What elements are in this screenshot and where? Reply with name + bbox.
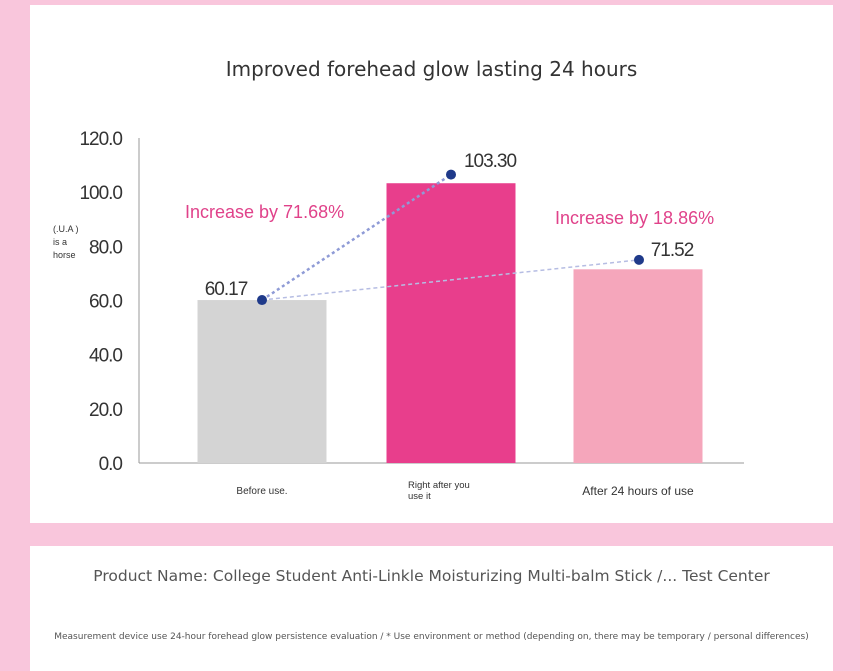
data-label: 60.17 <box>205 279 248 300</box>
y-tick-label: 20.0 <box>89 400 122 421</box>
data-point-1 <box>257 295 267 306</box>
y-tick-label: 0.0 <box>99 454 123 475</box>
data-point-3 <box>634 254 644 265</box>
y-tick-label: 60.0 <box>89 292 122 313</box>
y-axis-label: (.U.A ) is a horse <box>53 224 79 260</box>
x-category-label: Before use. <box>236 486 287 497</box>
chart-title: Improved forehead glow lasting 24 hours <box>225 57 638 81</box>
x-category-label: After 24 hours of use <box>582 484 694 498</box>
measurement-note: Measurement device use 24-hour forehead … <box>54 632 809 642</box>
bar-chart: 0.0 20.0 40.0 60.0 80.0 100.0 120.0 Before use.… <box>79 129 744 502</box>
footer-panel: Product Name: College Student Anti-Linkl… <box>30 546 833 671</box>
trend-line-1 <box>261 173 452 302</box>
data-point-2 <box>446 169 456 180</box>
bar-1 <box>197 300 327 463</box>
y-tick-label: 120.0 <box>79 129 122 150</box>
x-category-label: Right after you use it <box>408 480 470 502</box>
y-tick-label: 40.0 <box>89 346 122 367</box>
chart-panel: Improved forehead glow lasting 24 hours … <box>30 5 833 523</box>
increase-annotation: Increase by 71.68% <box>185 202 344 222</box>
data-label: 103.30 <box>464 151 517 172</box>
increase-annotation: Increase by 18.86% <box>555 208 714 228</box>
data-label: 71.52 <box>651 240 694 261</box>
y-tick-label: 100.0 <box>79 183 122 204</box>
trend-line-2 <box>261 259 640 301</box>
bar-2 <box>386 183 516 463</box>
y-tick-label: 80.0 <box>89 237 122 258</box>
product-name: Product Name: College Student Anti-Linkl… <box>93 567 770 585</box>
bar-3 <box>573 269 703 463</box>
